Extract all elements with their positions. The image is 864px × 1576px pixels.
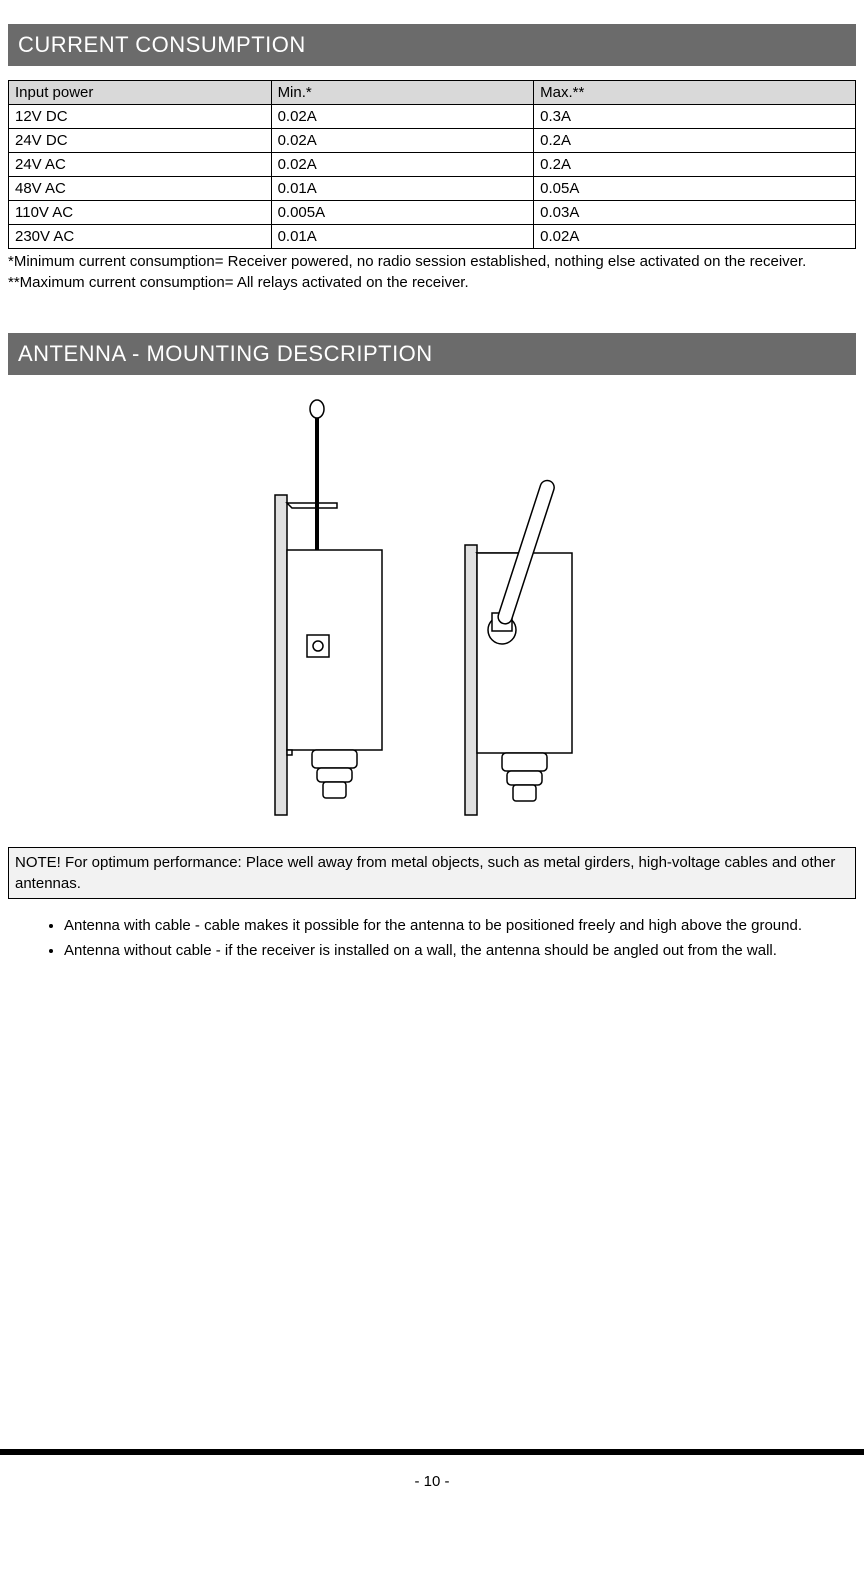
antenna-mounting-diagram xyxy=(8,395,856,829)
table-row: 12V DC 0.02A 0.3A xyxy=(9,105,856,129)
cell: 0.3A xyxy=(534,105,856,129)
cell: 0.2A xyxy=(534,129,856,153)
cell: 24V AC xyxy=(9,153,272,177)
table-row: 110V AC 0.005A 0.03A xyxy=(9,201,856,225)
current-consumption-table: Input power Min.* Max.** 12V DC 0.02A 0.… xyxy=(8,80,856,249)
footnote-max: **Maximum current consumption= All relay… xyxy=(8,272,856,293)
col-header-input-power: Input power xyxy=(9,81,272,105)
footnote-min: *Minimum current consumption= Receiver p… xyxy=(8,251,856,272)
section-heading-antenna-mounting: ANTENNA - MOUNTING DESCRIPTION xyxy=(8,333,856,375)
table-row: 24V DC 0.02A 0.2A xyxy=(9,129,856,153)
cell: 110V AC xyxy=(9,201,272,225)
cell: 0.02A xyxy=(534,225,856,249)
cell: 48V AC xyxy=(9,177,272,201)
page-number: - 10 - xyxy=(0,1455,864,1500)
cell: 0.2A xyxy=(534,153,856,177)
table-row: 230V AC 0.01A 0.02A xyxy=(9,225,856,249)
cell: 0.02A xyxy=(271,153,534,177)
section-heading-current-consumption: CURRENT CONSUMPTION xyxy=(8,24,856,66)
cell: 24V DC xyxy=(9,129,272,153)
cell: 0.02A xyxy=(271,105,534,129)
list-item: Antenna with cable - cable makes it poss… xyxy=(64,915,836,936)
table-header-row: Input power Min.* Max.** xyxy=(9,81,856,105)
cell: 0.01A xyxy=(271,225,534,249)
cell: 12V DC xyxy=(9,105,272,129)
cell: 0.05A xyxy=(534,177,856,201)
cell: 0.01A xyxy=(271,177,534,201)
list-item: Antenna without cable - if the receiver … xyxy=(64,940,836,961)
col-header-min: Min.* xyxy=(271,81,534,105)
col-header-max: Max.** xyxy=(534,81,856,105)
page-footer: - 10 - xyxy=(0,1449,864,1500)
table-footnotes: *Minimum current consumption= Receiver p… xyxy=(8,251,856,293)
cell: 0.005A xyxy=(271,201,534,225)
cell: 230V AC xyxy=(9,225,272,249)
antenna-diagram-svg xyxy=(217,395,647,825)
table-row: 24V AC 0.02A 0.2A xyxy=(9,153,856,177)
antenna-bullet-list: Antenna with cable - cable makes it poss… xyxy=(64,915,836,961)
note-box: NOTE! For optimum performance: Place wel… xyxy=(8,847,856,899)
table-row: 48V AC 0.01A 0.05A xyxy=(9,177,856,201)
cell: 0.03A xyxy=(534,201,856,225)
cell: 0.02A xyxy=(271,129,534,153)
